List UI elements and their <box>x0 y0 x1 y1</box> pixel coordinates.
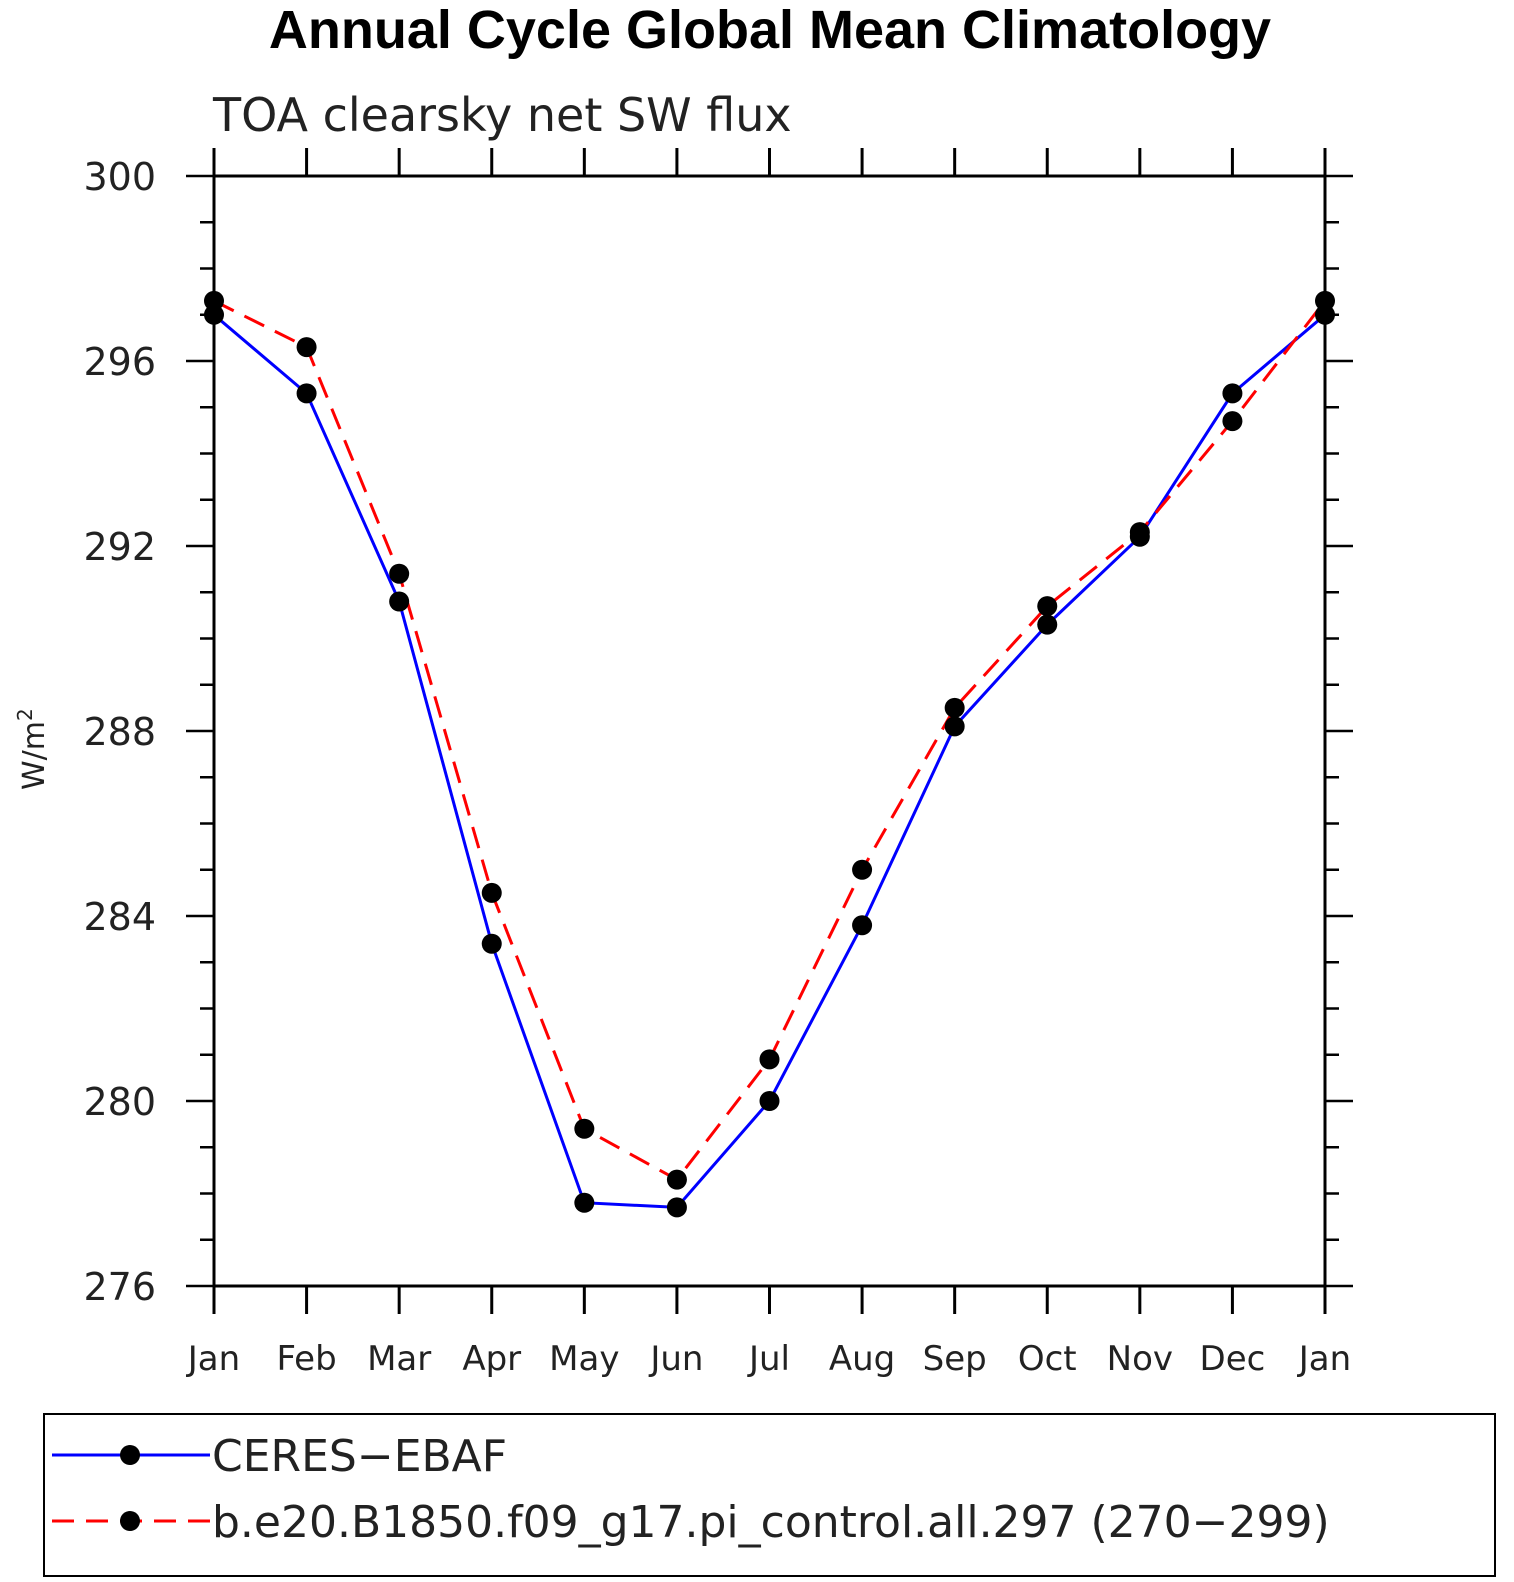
x-tick-label: Jan <box>1297 1339 1351 1379</box>
series-2-point <box>1222 411 1243 432</box>
series-1-point <box>389 591 410 612</box>
x-tick-label: Jun <box>648 1339 703 1379</box>
series-2-point <box>944 697 965 718</box>
chart-title: Annual Cycle Global Mean Climatology <box>268 0 1272 60</box>
y-tick-label: 280 <box>83 1080 156 1124</box>
series-1-point <box>296 383 317 404</box>
series-1-point <box>759 1091 780 1111</box>
x-tick-labels: Jan Feb Mar Apr May Jun Jul Aug Sep Oct Nov Dec Jan <box>186 1339 1351 1379</box>
series-1-point <box>481 933 502 954</box>
series-2-point <box>481 882 502 903</box>
series-2-point <box>759 1049 780 1070</box>
y-tick-label: 296 <box>83 340 156 384</box>
x-tick-label: Feb <box>276 1339 336 1379</box>
series-1-point <box>666 1197 687 1218</box>
legend-box <box>43 1413 1496 1577</box>
axis-ticks <box>186 148 1353 1314</box>
y-tick-label: 288 <box>83 710 156 754</box>
series-line-1 <box>213 313 1326 1209</box>
x-tick-label: Jan <box>186 1339 240 1379</box>
x-tick-label: May <box>549 1339 619 1379</box>
legend-label-2: b.e20.B1850.f09_g17.pi_control.all.297 (… <box>212 1497 1330 1548</box>
series-1-point <box>1037 614 1058 635</box>
legend-label-1: CERES−EBAF <box>212 1431 507 1482</box>
x-tick-label: Mar <box>367 1339 431 1379</box>
series-2-point <box>1315 290 1335 311</box>
y-tick-label: 292 <box>83 525 156 569</box>
legend: CERES−EBAF b.e20.B1850.f09_g17.pi_control… <box>52 1431 1330 1548</box>
plot-frame <box>212 174 1327 1288</box>
series-2-point <box>389 563 410 584</box>
y-tick-labels: 276 280 284 288 292 296 300 <box>83 155 156 1309</box>
x-tick-label: Sep <box>923 1339 987 1379</box>
x-tick-label: Jul <box>747 1339 790 1379</box>
series-layer <box>204 290 1335 1218</box>
series-2-point <box>204 290 224 311</box>
series-1-point <box>204 304 224 325</box>
series-1-point <box>1222 383 1243 404</box>
x-tick-label: Apr <box>462 1339 521 1379</box>
y-tick-label: 300 <box>83 155 156 199</box>
series-2-point <box>852 859 873 880</box>
series-1-point <box>944 716 965 737</box>
series-2-point <box>574 1118 595 1139</box>
x-tick-label: Dec <box>1200 1339 1266 1379</box>
chart-subtitle: TOA clearsky net SW flux <box>212 88 792 142</box>
x-tick-label: Aug <box>829 1339 895 1379</box>
legend-marker-1 <box>120 1445 140 1465</box>
y-axis-label: W/m2 <box>13 708 52 790</box>
y-tick-label: 276 <box>83 1265 156 1309</box>
series-2-point <box>1037 596 1058 617</box>
series-1-point <box>852 915 873 936</box>
series-2-point <box>666 1169 687 1190</box>
y-axis-label-unit: W/m <box>17 721 52 790</box>
y-tick-label: 284 <box>83 895 156 939</box>
series-1-point <box>574 1192 595 1213</box>
series-2-point <box>1129 522 1150 543</box>
x-tick-label: Oct <box>1018 1339 1077 1379</box>
legend-marker-2 <box>120 1511 140 1531</box>
series-2-point <box>296 337 317 358</box>
series-line-2 <box>213 299 1327 1182</box>
x-tick-label: Nov <box>1107 1339 1173 1379</box>
y-axis-label-superscript: 2 <box>13 708 37 721</box>
series-1-point <box>1315 304 1335 325</box>
